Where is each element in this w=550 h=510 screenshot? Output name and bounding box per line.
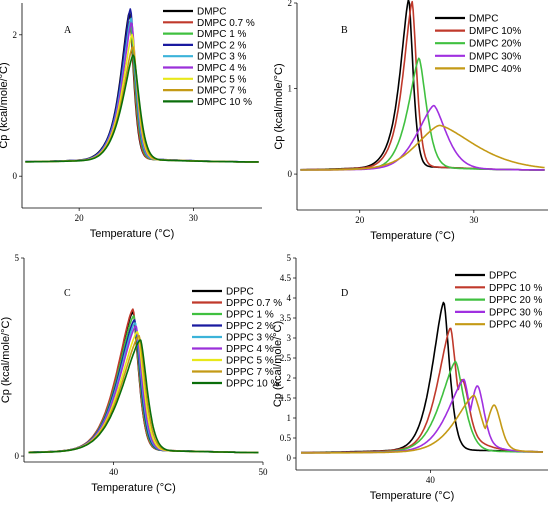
y-axis-label: Cp (kcal/mole/°C) bbox=[273, 63, 285, 149]
y-tick-label: 2 bbox=[13, 30, 18, 40]
legend-label: DPPC 7 % bbox=[226, 367, 274, 378]
legend-label: DMPC 1 % bbox=[197, 29, 247, 40]
legend-label: DPPC 10 % bbox=[226, 379, 279, 390]
legend-label: DPPC 4 % bbox=[226, 344, 274, 355]
x-tick-label: 20 bbox=[355, 215, 365, 225]
y-tick-label: 1.5 bbox=[280, 393, 292, 403]
legend-label: DMPC 5 % bbox=[197, 74, 247, 85]
legend-label: DMPC 7 % bbox=[197, 86, 247, 97]
y-tick-label: 2.5 bbox=[280, 353, 292, 363]
legend-label: DPPC 40 % bbox=[489, 320, 542, 331]
legend-label: DPPC 3 % bbox=[226, 333, 274, 344]
series-line bbox=[301, 327, 543, 454]
panel-letter: C bbox=[64, 288, 71, 299]
y-tick-label: 0 bbox=[288, 169, 293, 179]
series-line bbox=[28, 339, 259, 454]
legend-label: DMPC 2 % bbox=[197, 40, 247, 51]
y-tick-label: 1 bbox=[288, 84, 293, 94]
series-line bbox=[25, 54, 259, 163]
panel-letter: D bbox=[341, 288, 348, 299]
y-tick-label: 0.5 bbox=[280, 433, 292, 443]
y-tick-label: 2 bbox=[288, 0, 293, 8]
panel-a: 0 2 20 30 Temperature (°C) Cp (kcal/mole/°C) A… bbox=[0, 3, 262, 240]
y-tick-label: 3 bbox=[287, 333, 292, 343]
panel-b: 0 1 2 20 30 Temperature (°C) Cp (kcal/mole/°C)… bbox=[273, 0, 548, 242]
x-tick-label: 40 bbox=[109, 467, 119, 477]
legend-label: DMPC 20% bbox=[469, 39, 521, 50]
panel-c: 0 5 40 50 Temperature (°C) Cp (kcal/mole/°C) C… bbox=[0, 253, 282, 494]
y-tick-label: 0 bbox=[287, 453, 292, 463]
legend-label: DMPC 4 % bbox=[197, 63, 247, 74]
panel-letter: A bbox=[64, 25, 72, 36]
legend-label: DMPC 40% bbox=[469, 64, 521, 75]
x-axis-label: Temperature (°C) bbox=[90, 228, 174, 240]
legend-label: DMPC 30% bbox=[469, 51, 521, 62]
y-tick-label: 4 bbox=[287, 293, 292, 303]
legend-label: DPPC 10 % bbox=[489, 283, 542, 294]
x-axis-label: Temperature (°C) bbox=[370, 230, 454, 242]
legend-label: DMPC 3 % bbox=[197, 52, 247, 63]
y-axis-label: Cp (kcal/mole/°C) bbox=[272, 321, 284, 407]
y-tick-label: 2 bbox=[287, 373, 292, 383]
y-tick-label: 1 bbox=[287, 413, 292, 423]
y-tick-label: 0 bbox=[13, 171, 18, 181]
legend-label: DPPC 2 % bbox=[226, 321, 274, 332]
x-tick-label: 30 bbox=[469, 215, 479, 225]
series-line bbox=[300, 124, 545, 171]
legend-label: DPPC 5 % bbox=[226, 356, 274, 367]
x-tick-label: 30 bbox=[189, 213, 199, 223]
panel-d: 0 0.5 1 1.5 2 2.5 3 3.5 4 4.5 5 40 Temperature (°C) C… bbox=[272, 253, 548, 502]
x-axis-label: Temperature (°C) bbox=[91, 482, 175, 494]
legend-label: DPPC 1 % bbox=[226, 310, 274, 321]
legend-label: DPPC bbox=[489, 271, 517, 282]
series-line bbox=[301, 394, 544, 454]
legend-label: DMPC 10 % bbox=[197, 97, 252, 108]
legend-label: DPPC 30 % bbox=[489, 307, 542, 318]
series-line bbox=[28, 325, 259, 454]
y-tick-label: 4.5 bbox=[280, 273, 292, 283]
y-tick-label: 5 bbox=[15, 253, 20, 263]
legend-label: DMPC 10% bbox=[469, 26, 521, 37]
legend-label: DMPC 0.7 % bbox=[197, 18, 255, 29]
y-tick-label: 0 bbox=[15, 451, 20, 461]
panel-letter: B bbox=[341, 25, 348, 36]
y-axis-label: Cp (kcal/mole/°C) bbox=[0, 62, 10, 148]
legend-label: DPPC bbox=[226, 287, 254, 298]
y-tick-label: 3.5 bbox=[280, 313, 292, 323]
y-axis-label: Cp (kcal/mole/°C) bbox=[0, 317, 12, 403]
legend-label: DMPC bbox=[469, 14, 498, 25]
legend-label: DPPC 0.7 % bbox=[226, 298, 282, 309]
x-axis-label: Temperature (°C) bbox=[370, 490, 454, 502]
x-tick-label: 40 bbox=[426, 475, 436, 485]
y-tick-label: 5 bbox=[287, 253, 292, 263]
legend-label: DMPC bbox=[197, 7, 226, 18]
x-tick-label: 20 bbox=[75, 213, 85, 223]
series-line bbox=[301, 360, 544, 454]
legend-label: DPPC 20 % bbox=[489, 295, 542, 306]
x-tick-label: 50 bbox=[259, 467, 269, 477]
series-line bbox=[300, 57, 545, 171]
